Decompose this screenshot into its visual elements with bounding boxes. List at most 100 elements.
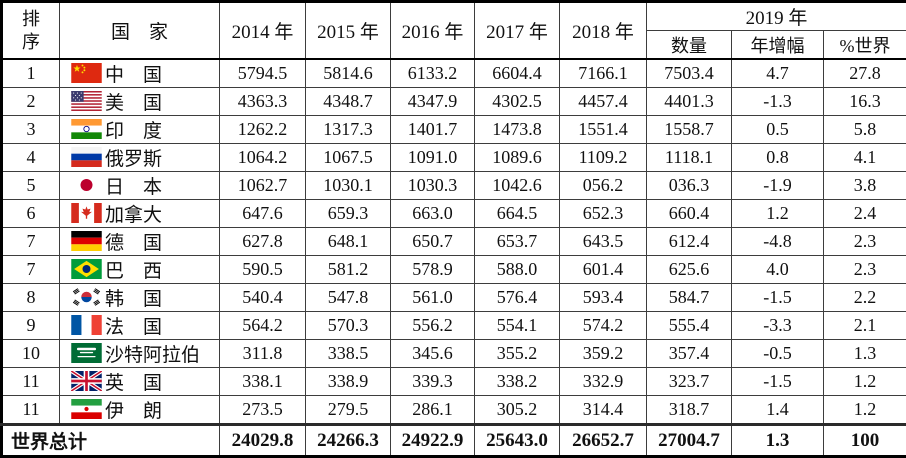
value-cell: 578.9 — [391, 256, 475, 284]
rank-cell: 8 — [2, 284, 60, 312]
value-cell: 1317.3 — [306, 116, 391, 144]
value-cell: 1042.6 — [475, 172, 560, 200]
value-cell: 338.1 — [220, 368, 306, 396]
value-cell: 590.5 — [220, 256, 306, 284]
value-cell: 338.5 — [306, 340, 391, 368]
value-cell: 593.4 — [560, 284, 647, 312]
value-cell: 1401.7 — [391, 116, 475, 144]
country-cell: 加拿大 — [60, 200, 220, 228]
value-cell: 4363.3 — [220, 88, 306, 116]
value-cell: 556.2 — [391, 312, 475, 340]
rank-cell: 3 — [2, 116, 60, 144]
uk-flag-icon — [71, 371, 102, 391]
value-cell: -1.5 — [732, 368, 824, 396]
total-value-2016: 24922.9 — [391, 425, 475, 457]
value-cell: 650.7 — [391, 228, 475, 256]
value-cell: 339.3 — [391, 368, 475, 396]
usa-flag-icon — [71, 91, 102, 111]
col-header-2016: 2016 年 — [391, 2, 475, 60]
value-cell: 5814.6 — [306, 59, 391, 88]
country-name: 英 国 — [105, 373, 162, 394]
value-cell: -1.3 — [732, 88, 824, 116]
value-cell: 0.5 — [732, 116, 824, 144]
brazil-flag-icon — [71, 259, 102, 279]
value-cell: 311.8 — [220, 340, 306, 368]
china-flag-icon — [71, 63, 102, 83]
value-cell: 1558.7 — [647, 116, 732, 144]
value-cell: 4302.5 — [475, 88, 560, 116]
table-footer: 世界总计 24029.8 24266.3 24922.9 25643.0 266… — [2, 425, 906, 457]
france-flag-icon — [71, 315, 102, 335]
value-cell: 1118.1 — [647, 144, 732, 172]
value-cell: 659.3 — [306, 200, 391, 228]
value-cell: 643.5 — [560, 228, 647, 256]
value-cell: 570.3 — [306, 312, 391, 340]
country-cell: 日 本 — [60, 172, 220, 200]
country-cell: 巴 西 — [60, 256, 220, 284]
total-label: 世界总计 — [2, 425, 220, 457]
value-cell: 1030.3 — [391, 172, 475, 200]
value-cell: 2.4 — [824, 200, 906, 228]
country-name: 伊 朗 — [105, 401, 162, 422]
value-cell: 627.8 — [220, 228, 306, 256]
value-cell: 1.2 — [824, 396, 906, 425]
value-cell: 612.4 — [647, 228, 732, 256]
country-cell: 英 国 — [60, 368, 220, 396]
value-cell: 1.3 — [824, 340, 906, 368]
value-cell: 036.3 — [647, 172, 732, 200]
country-cell: 美 国 — [60, 88, 220, 116]
col-header-2014: 2014 年 — [220, 2, 306, 60]
value-cell: 574.2 — [560, 312, 647, 340]
value-cell: 7503.4 — [647, 59, 732, 88]
value-cell: 1551.4 — [560, 116, 647, 144]
value-cell: 359.2 — [560, 340, 647, 368]
col-header-quantity: 数量 — [647, 31, 732, 60]
country-cell: 韩 国 — [60, 284, 220, 312]
value-cell: -4.8 — [732, 228, 824, 256]
value-cell: 6133.2 — [391, 59, 475, 88]
total-value-2014: 24029.8 — [220, 425, 306, 457]
value-cell: 1.2 — [824, 368, 906, 396]
value-cell: -1.5 — [732, 284, 824, 312]
total-value-2018: 26652.7 — [560, 425, 647, 457]
col-header-rank: 排 序 — [2, 2, 60, 60]
rank-cell: 10 — [2, 340, 60, 368]
value-cell: 2.2 — [824, 284, 906, 312]
value-cell: 1030.1 — [306, 172, 391, 200]
value-cell: 4457.4 — [560, 88, 647, 116]
value-cell: 4.1 — [824, 144, 906, 172]
value-cell: 1067.5 — [306, 144, 391, 172]
country-cell: 德 国 — [60, 228, 220, 256]
value-cell: 2.1 — [824, 312, 906, 340]
rank-cell: 5 — [2, 172, 60, 200]
country-cell: 伊 朗 — [60, 396, 220, 425]
value-cell: -0.5 — [732, 340, 824, 368]
value-cell: 273.5 — [220, 396, 306, 425]
saudi-arabia-flag-icon — [71, 343, 102, 363]
rank-cell: 11 — [2, 368, 60, 396]
col-header-yearly-growth: 年增幅 — [732, 31, 824, 60]
country-name: 加拿大 — [105, 205, 162, 226]
south-korea-flag-icon — [71, 287, 102, 307]
value-cell: 664.5 — [475, 200, 560, 228]
value-cell: 357.4 — [647, 340, 732, 368]
col-header-2015: 2015 年 — [306, 2, 391, 60]
country-name: 德 国 — [105, 233, 162, 254]
value-cell: 653.7 — [475, 228, 560, 256]
country-name: 中 国 — [105, 65, 162, 86]
value-cell: 1062.7 — [220, 172, 306, 200]
rank-cell: 1 — [2, 59, 60, 88]
value-cell: 16.3 — [824, 88, 906, 116]
value-cell: 1089.6 — [475, 144, 560, 172]
col-header-2018: 2018 年 — [560, 2, 647, 60]
country-name: 印 度 — [105, 121, 162, 142]
